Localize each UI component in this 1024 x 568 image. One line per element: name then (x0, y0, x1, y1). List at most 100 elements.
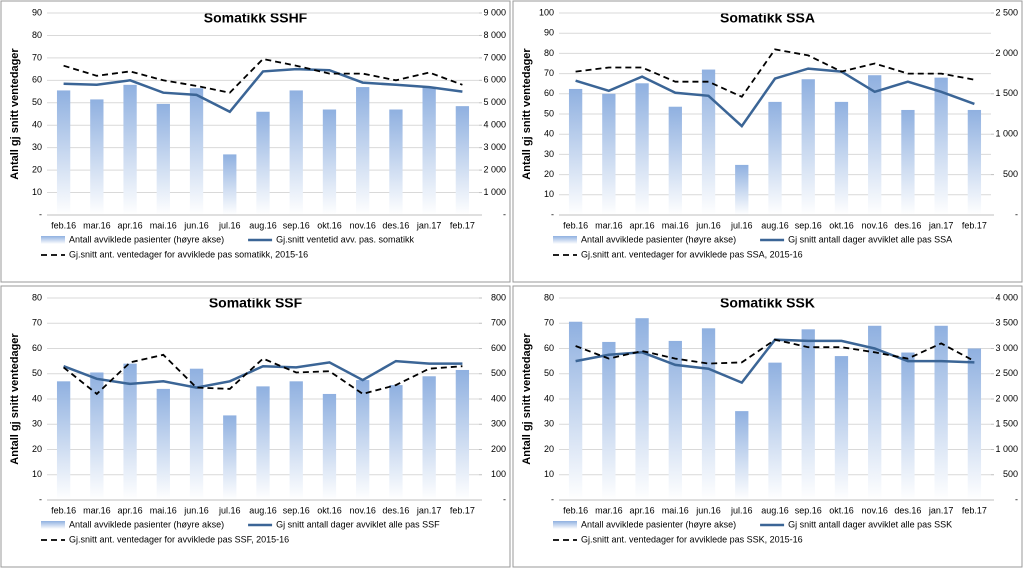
y2-tick-label: 2 500 (995, 7, 1018, 17)
y2-tick-label: 1 500 (995, 419, 1018, 429)
y2-tick-label: 9 000 (483, 7, 506, 17)
x-tick-label: mai.16 (662, 505, 689, 515)
x-tick-label: jul.16 (730, 505, 753, 515)
x-tick-label: aug.16 (249, 505, 277, 515)
y-tick-label: - (551, 494, 554, 504)
bar (602, 93, 616, 215)
y2-tick-label: 1 500 (995, 88, 1018, 98)
bar (90, 372, 104, 500)
bar (156, 388, 170, 500)
bar (934, 325, 948, 500)
bar (223, 154, 237, 215)
bar (602, 341, 616, 500)
chart-title: Somatikk SSHF (204, 10, 308, 26)
y-axis-title: Antall gj snitt ventedager (9, 333, 21, 465)
bar (256, 386, 270, 500)
legend-label: Gj.snitt ant. ventedager for avviklede p… (69, 249, 308, 259)
y-tick-label: 20 (544, 444, 554, 454)
bar (90, 99, 104, 215)
x-tick-label: feb.16 (51, 220, 76, 230)
legend-item: Gj snitt antall dager avviklet alle pas … (760, 234, 952, 244)
x-tick-label: jan.17 (416, 220, 442, 230)
x-tick-label: nov.16 (862, 505, 888, 515)
line-series (63, 67, 463, 114)
y2-tick-label: - (1015, 209, 1018, 219)
bar (868, 325, 882, 500)
bar (934, 77, 948, 215)
x-tick-label: feb.17 (962, 505, 987, 515)
bar (455, 369, 470, 500)
y-tick-label: 100 (539, 7, 554, 17)
x-tick-label: nov.16 (350, 220, 376, 230)
legend-item: Gj.snitt ventetid avv. pas. somatikk (248, 234, 414, 244)
legend-label: Gj.snitt ventetid avv. pas. somatikk (276, 234, 414, 244)
legend-swatch (553, 521, 577, 529)
y-tick-label: 20 (544, 169, 554, 179)
x-tick-label: feb.17 (450, 220, 475, 230)
y2-tick-label: 500 (1003, 169, 1018, 179)
chart-title: Somatikk SSA (720, 10, 815, 26)
bar (668, 106, 682, 215)
legend-item: Gj.snitt ant. ventedager for avviklede p… (553, 534, 803, 544)
chart-panel: Somatikk SSA Antall gj snitt ventedager - 1… (512, 0, 1023, 283)
bar (289, 90, 303, 215)
legend-swatch (553, 236, 577, 244)
y2-tick-label: 5 000 (483, 97, 506, 107)
y2-tick-label: 200 (491, 444, 506, 454)
y-tick-label: 70 (32, 318, 42, 328)
x-tick-label: des.16 (894, 220, 921, 230)
y2-tick-label: 500 (1003, 469, 1018, 479)
x-tick-label: sep.16 (795, 220, 822, 230)
bar (834, 356, 849, 500)
x-tick-label: feb.17 (450, 505, 475, 515)
bar (289, 381, 303, 500)
y-tick-label: 60 (32, 343, 42, 353)
legend-label: Antall avviklede pasienter (høyre akse) (581, 234, 736, 244)
bar (967, 109, 982, 215)
y2-tick-label: 4 000 (995, 292, 1018, 302)
x-tick-label: nov.16 (350, 505, 376, 515)
x-tick-label: jun.16 (695, 220, 721, 230)
bar (735, 411, 749, 500)
x-tick-label: mai.16 (150, 505, 177, 515)
x-tick-label: des.16 (894, 505, 921, 515)
y2-tick-label: 1 000 (995, 129, 1018, 139)
y-tick-label: 40 (32, 120, 42, 130)
y-tick-label: 30 (544, 419, 554, 429)
bar (701, 69, 716, 215)
bar (455, 106, 470, 215)
y-tick-label: 10 (544, 469, 554, 479)
y-tick-label: 50 (544, 108, 554, 118)
y-tick-label: 50 (544, 368, 554, 378)
y2-tick-label: 1 000 (483, 187, 506, 197)
x-tick-label: okt.16 (317, 505, 342, 515)
y-axis-title: Antall gj snitt ventedager (521, 48, 533, 180)
x-tick-label: feb.16 (51, 505, 76, 515)
y2-tick-label: 2 000 (483, 164, 506, 174)
line-series (63, 359, 463, 389)
y-tick-label: 50 (32, 368, 42, 378)
bar (422, 376, 436, 500)
y2-tick-label: 2 000 (995, 393, 1018, 403)
y2-tick-label: 1 000 (995, 444, 1018, 454)
bar (56, 90, 71, 215)
legend-item: Gj snitt antall dager avviklet alle pas … (248, 519, 440, 529)
legend-item: Antall avviklede pasienter (høyre akse) (553, 519, 736, 529)
bar (223, 415, 237, 500)
y-tick-label: 30 (32, 419, 42, 429)
legend-item: Gj.snitt ant. ventedager for avviklede p… (41, 534, 289, 544)
y-tick-label: 40 (544, 129, 554, 139)
y2-tick-label: 3 000 (995, 343, 1018, 353)
y-tick-label: 10 (32, 187, 42, 197)
y2-tick-label: 600 (491, 343, 506, 353)
x-tick-label: jan.17 (416, 505, 442, 515)
bar (901, 352, 915, 500)
x-tick-label: jun.16 (183, 220, 209, 230)
y-tick-label: 90 (544, 28, 554, 38)
y-axis-title: Antall gj snitt ventedager (9, 48, 21, 180)
bar (834, 101, 849, 215)
legend-item: Antall avviklede pasienter (høyre akse) (553, 234, 736, 244)
legend-label: Gj snitt antall dager avviklet alle pas … (276, 519, 440, 529)
bar (768, 362, 782, 500)
line-series (575, 48, 975, 98)
